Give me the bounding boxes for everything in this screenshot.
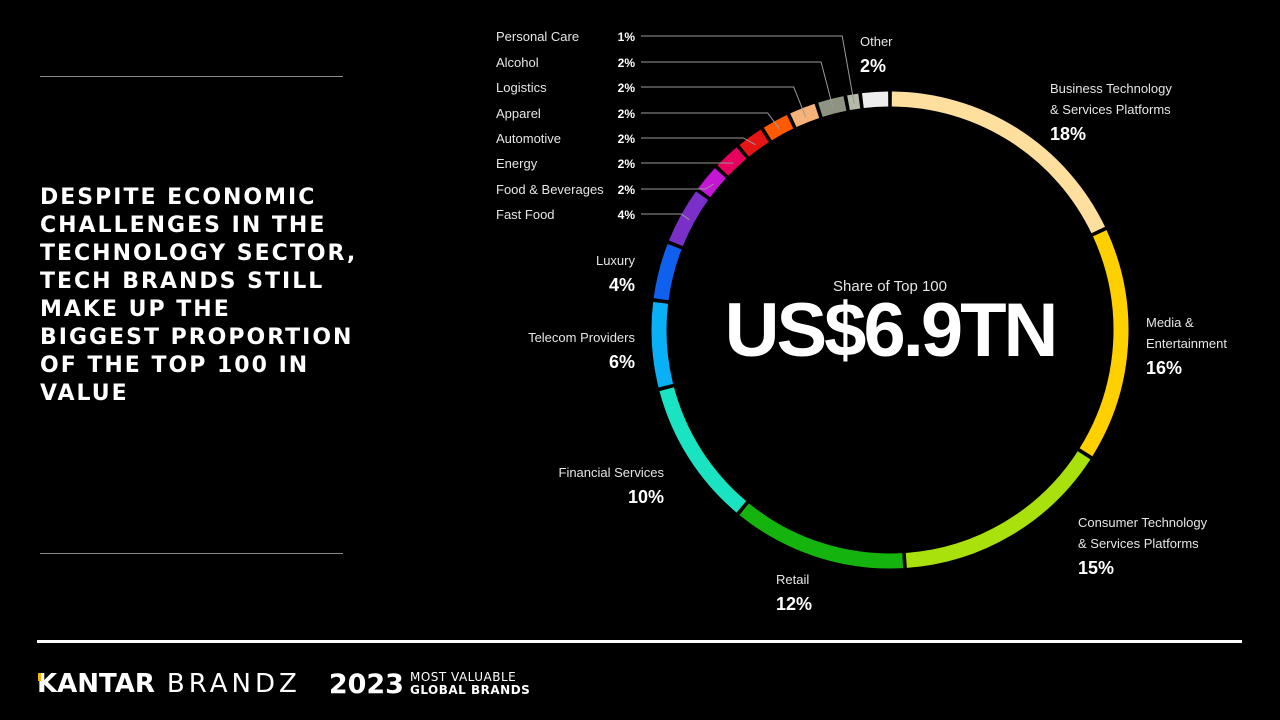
center-subtitle: Share of Top 100 xyxy=(833,278,947,295)
label-alcohol-value: 2% xyxy=(618,56,636,70)
slice-retail xyxy=(739,503,904,569)
label-financial-services-value: 10% xyxy=(628,487,664,507)
footer-logo: KANTAR BRANDZ 2023 MOST VALUABLE GLOBAL … xyxy=(37,664,530,704)
label-retail-value: 12% xyxy=(776,594,812,614)
label-logistics-leader xyxy=(641,86,807,118)
center-value: US$6.9TN xyxy=(725,288,1056,373)
label-telecom-providers-value: 6% xyxy=(609,352,635,372)
top-divider xyxy=(40,76,343,77)
label-consumer-technology-and-services-platforms-value: 15% xyxy=(1078,558,1114,578)
label-food-and-beverages-name: Food & Beverages xyxy=(496,182,604,197)
label-apparel-value: 2% xyxy=(618,107,636,121)
slice-luxury xyxy=(653,243,682,301)
label-alcohol-leader xyxy=(641,61,834,109)
footer-rule xyxy=(37,640,1242,643)
report-year: 2023 xyxy=(328,668,404,700)
label-fast-food-leader xyxy=(641,213,690,221)
slice-telecom-providers xyxy=(651,301,674,388)
label-food-and-beverages-leader xyxy=(641,183,714,190)
label-luxury-name: Luxury xyxy=(596,253,636,268)
label-media-and-entertainment-value: 16% xyxy=(1146,358,1182,378)
label-personal-care-value: 1% xyxy=(618,30,636,44)
label-apparel-name: Apparel xyxy=(496,106,541,121)
tagline-line-1: MOST VALUABLE xyxy=(409,670,517,684)
label-apparel-leader xyxy=(641,112,781,130)
slice-financial-services xyxy=(659,387,747,513)
label-fast-food-value: 4% xyxy=(618,208,636,222)
report-tagline: MOST VALUABLE GLOBAL BRANDS xyxy=(410,671,530,697)
kantar-wordmark: KANTAR xyxy=(37,669,155,699)
label-telecom-providers-name: Telecom Providers xyxy=(528,330,635,345)
slice-automotive xyxy=(739,129,769,157)
label-personal-care-name: Personal Care xyxy=(496,29,579,44)
brandz-wordmark: BRANDZ xyxy=(166,669,301,699)
label-automotive-value: 2% xyxy=(618,132,636,146)
label-retail-name: Retail xyxy=(776,572,809,587)
label-logistics-value: 2% xyxy=(618,81,636,95)
sector-donut-chart: Business Technology & Services Platforms 1… xyxy=(496,29,1227,614)
label-business-technology-and-services-platforms-name: Business Technology xyxy=(1050,81,1172,96)
label-fast-food-name: Fast Food xyxy=(496,207,555,222)
label-energy-name: Energy xyxy=(496,156,538,171)
label-business-technology-and-services-platforms-name: & Services Platforms xyxy=(1050,102,1171,117)
label-automotive-leader xyxy=(641,137,756,146)
slice-food-and-beverages xyxy=(698,168,726,198)
label-energy-value: 2% xyxy=(618,157,636,171)
label-luxury-value: 4% xyxy=(609,275,635,295)
label-business-technology-and-services-platforms-value: 18% xyxy=(1050,124,1086,144)
label-consumer-technology-and-services-platforms-name: & Services Platforms xyxy=(1078,536,1199,551)
label-food-and-beverages-value: 2% xyxy=(618,183,636,197)
label-other-name: Other xyxy=(860,34,893,49)
slice-business-technology-and-services-platforms xyxy=(891,91,1105,234)
slice-other xyxy=(861,91,889,109)
bottom-divider xyxy=(40,553,343,554)
label-logistics-name: Logistics xyxy=(496,80,547,95)
headline: DESPITE ECONOMIC CHALLENGES IN THE TECHN… xyxy=(40,185,358,406)
leader-lines xyxy=(641,35,855,221)
label-media-and-entertainment-name: Media & xyxy=(1146,315,1194,330)
label-automotive-name: Automotive xyxy=(496,131,561,146)
tagline-line-2: GLOBAL BRANDS xyxy=(409,683,531,697)
label-consumer-technology-and-services-platforms-name: Consumer Technology xyxy=(1078,515,1208,530)
label-personal-care-leader xyxy=(641,35,855,104)
slice-media-and-entertainment xyxy=(1079,230,1129,457)
label-other-value: 2% xyxy=(860,56,886,76)
label-alcohol-name: Alcohol xyxy=(496,55,539,70)
donut-ring xyxy=(651,91,1129,569)
slice-labels: Business Technology & Services Platforms 1… xyxy=(496,29,1227,614)
slice-energy xyxy=(717,147,747,176)
slice-consumer-technology-and-services-platforms xyxy=(905,451,1091,568)
label-media-and-entertainment-name: Entertainment xyxy=(1146,336,1227,351)
label-financial-services-name: Financial Services xyxy=(559,465,665,480)
